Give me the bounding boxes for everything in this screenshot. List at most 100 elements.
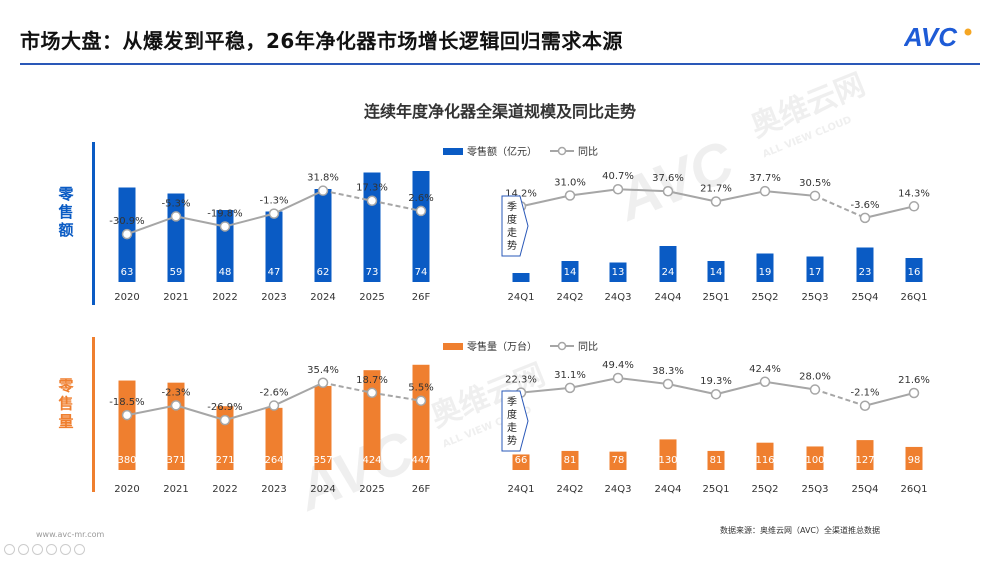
panel-accent-bar <box>92 337 95 492</box>
bar-value-label: 24 <box>662 267 675 278</box>
yoy-data-label: 31.0% <box>554 178 586 189</box>
yoy-point-annual <box>219 221 231 232</box>
nav-zoom-icon[interactable] <box>60 544 71 555</box>
bar-value-label: 62 <box>317 267 330 278</box>
yoy-line-quarterly <box>864 205 915 219</box>
yoy-data-label: 21.7% <box>700 184 732 195</box>
bar-value-label: 14 <box>564 267 577 278</box>
yoy-point-annual <box>170 400 182 411</box>
panel-label-char: 额 <box>58 221 73 239</box>
x-tick-label: 24Q4 <box>655 292 682 303</box>
yoy-data-label: -19.8% <box>207 208 242 219</box>
x-tick-label: 24Q1 <box>508 484 535 495</box>
yoy-line-quarterly <box>764 380 816 391</box>
bar-value-label: 81 <box>710 455 723 466</box>
bar-quarterly <box>707 450 725 470</box>
yoy-point-quarterly <box>710 388 722 400</box>
yoy-point-annual <box>317 377 329 389</box>
bar-value-label: 59 <box>170 267 183 278</box>
quarterly-note-char: 季 <box>507 201 517 213</box>
nav-next-icon[interactable] <box>74 544 85 555</box>
x-tick-label: 2021 <box>163 292 188 303</box>
logo-text: AVC <box>904 24 958 50</box>
yoy-data-label: 42.4% <box>749 364 781 375</box>
bar-value-label: 81 <box>564 455 577 466</box>
bar-value-label: 424 <box>362 455 381 466</box>
x-tick-label: 26F <box>412 292 431 303</box>
yoy-line-annual <box>371 391 422 402</box>
chart-title: 连续年度净化器全渠道规模及同比走势 <box>363 102 636 121</box>
yoy-point-annual <box>170 211 182 222</box>
bar-quarterly <box>756 253 774 282</box>
bar-value-label: 271 <box>215 455 234 466</box>
header-divider <box>20 63 980 65</box>
bar-value-label: 127 <box>855 455 874 466</box>
nav-back-icon[interactable] <box>18 544 29 555</box>
x-tick-label: 2023 <box>261 292 286 303</box>
bar-quarterly <box>659 246 677 282</box>
yoy-data-label: -18.5% <box>109 397 144 408</box>
yoy-data-label: 30.5% <box>799 178 831 189</box>
x-tick-label: 26Q1 <box>901 292 928 303</box>
legend-bar-label: 零售额（亿元） <box>467 145 537 158</box>
yoy-data-label: 14.3% <box>898 188 930 199</box>
bar-annual <box>314 385 332 470</box>
x-tick-label: 25Q2 <box>752 292 779 303</box>
panel-accent-bar <box>92 142 95 305</box>
x-tick-label: 25Q3 <box>802 292 829 303</box>
yoy-data-label: -5.3% <box>161 198 190 209</box>
yoy-line-quarterly <box>715 190 766 203</box>
yoy-line-quarterly <box>667 383 717 396</box>
yoy-data-label: 22.3% <box>505 375 537 386</box>
quarterly-note-arrow <box>501 390 529 452</box>
yoy-line-annual <box>175 404 226 422</box>
avc-logo: AVC <box>904 24 972 50</box>
yoy-point-quarterly <box>908 387 920 399</box>
yoy-line-quarterly <box>520 386 571 394</box>
bar-value-label: 16 <box>908 267 921 278</box>
yoy-point-annual <box>268 400 280 411</box>
yoy-line-quarterly <box>667 190 717 203</box>
bar-quarterly <box>609 451 627 470</box>
slide-nav-controls[interactable] <box>4 544 85 555</box>
panel-label-char: 零 <box>57 185 74 203</box>
yoy-data-label: -3.6% <box>850 200 879 211</box>
yoy-point-quarterly <box>710 196 722 207</box>
watermark-logo: AVC <box>287 418 424 524</box>
quarterly-note-char: 度 <box>507 408 517 421</box>
bar-value-label: 78 <box>612 455 625 466</box>
x-tick-label: 24Q4 <box>655 484 682 495</box>
nav-menu-icon[interactable] <box>32 544 43 555</box>
bar-value-label: 14 <box>710 267 723 278</box>
bar-quarterly <box>561 261 579 282</box>
quarterly-note-char: 走 <box>507 227 517 239</box>
panel-label-char: 售 <box>58 203 73 221</box>
x-tick-label: 2024 <box>310 292 335 303</box>
yoy-line-annual <box>126 215 177 236</box>
yoy-line-annual <box>126 404 177 417</box>
legend-bar-swatch <box>443 343 463 350</box>
yoy-point-quarterly <box>759 185 771 197</box>
yoy-point-quarterly <box>859 400 871 411</box>
bar-quarterly <box>856 440 874 470</box>
bar-quarterly <box>905 258 923 282</box>
yoy-line-annual <box>224 212 275 228</box>
yoy-data-label: -30.9% <box>109 216 144 227</box>
yoy-data-label: -1.3% <box>259 196 288 207</box>
yoy-data-label: -2.1% <box>850 388 879 399</box>
yoy-data-label: 14.2% <box>505 188 537 199</box>
bar-value-label: 17 <box>809 267 822 278</box>
yoy-data-label: 40.7% <box>602 171 634 182</box>
x-tick-label: 2025 <box>359 292 384 303</box>
legend-line-label: 同比 <box>578 341 598 353</box>
nav-prev-icon[interactable] <box>4 544 15 555</box>
bar-value-label: 66 <box>515 455 528 466</box>
yoy-point-annual <box>268 208 280 219</box>
yoy-point-quarterly <box>662 378 674 390</box>
nav-pen-icon[interactable] <box>46 544 57 555</box>
yoy-point-annual <box>121 228 133 240</box>
x-tick-label: 24Q1 <box>508 292 535 303</box>
bar-value-label: 100 <box>805 455 824 466</box>
yoy-line-annual <box>371 199 422 212</box>
yoy-line-annual <box>322 381 373 394</box>
